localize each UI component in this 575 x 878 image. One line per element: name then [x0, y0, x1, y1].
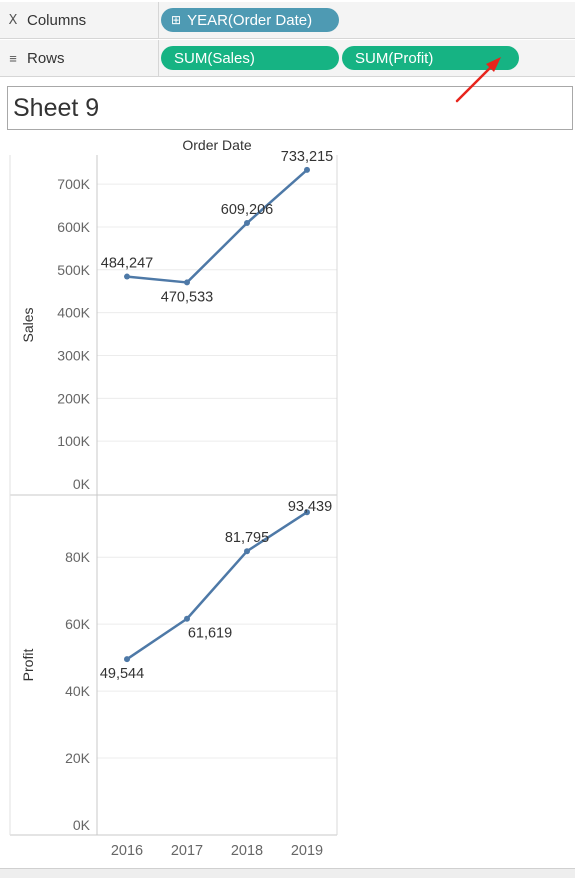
sum-sales-pill[interactable]: SUM(Sales): [161, 46, 339, 70]
rows-shelf-label: ≡ Rows: [0, 40, 159, 76]
data-label: 609,206: [221, 202, 273, 218]
data-point: [244, 548, 250, 555]
annotation-arrow-shaft: [455, 65, 493, 103]
data-point: [304, 166, 310, 173]
y-tick-label: 0K: [73, 817, 91, 833]
column-header: Order Date: [182, 137, 251, 153]
data-label: 81,795: [225, 530, 269, 546]
data-point: [304, 509, 310, 516]
sum-profit-pill[interactable]: SUM(Profit): [342, 46, 519, 70]
y-tick-label: 400K: [57, 305, 90, 321]
columns-icon: Ⅹ: [8, 12, 18, 27]
rows-label: Rows: [27, 49, 65, 67]
year-order-date-pill-label: YEAR(Order Date): [187, 11, 313, 29]
x-tick-label: 2019: [291, 843, 323, 859]
bottom-scroll-strip[interactable]: [0, 868, 575, 878]
y-tick-label: 60K: [65, 616, 91, 632]
x-tick-label: 2017: [171, 843, 203, 859]
sheet-title-box[interactable]: Sheet 9: [7, 86, 573, 130]
x-tick-label: 2018: [231, 843, 263, 859]
columns-label: Columns: [27, 11, 87, 29]
y-tick-label: 700K: [57, 176, 90, 192]
y-tick-label: 0K: [73, 476, 91, 492]
series-line: [126, 168, 308, 284]
sum-sales-pill-label: SUM(Sales): [174, 49, 255, 67]
y-axis-title: Sales: [20, 307, 36, 342]
rows-shelf: ≡ Rows SUM(Sales) SUM(Profit): [0, 40, 575, 77]
y-tick-label: 200K: [57, 390, 90, 406]
sheet-title: Sheet 9: [13, 94, 100, 122]
data-point: [244, 220, 250, 227]
columns-shelf: Ⅹ Columns ⊞ YEAR(Order Date): [0, 2, 575, 39]
y-axis-title: Profit: [20, 649, 36, 682]
data-label: 61,619: [188, 626, 232, 642]
data-label: 93,439: [288, 499, 332, 515]
data-label: 49,544: [100, 666, 144, 682]
y-tick-label: 300K: [57, 347, 90, 363]
columns-shelf-label: Ⅹ Columns: [0, 2, 159, 38]
data-point: [184, 615, 190, 622]
annotation-arrow-head: [486, 57, 501, 72]
series-line: [126, 511, 308, 661]
y-tick-label: 20K: [65, 750, 91, 766]
rows-icon: ≡: [9, 50, 17, 66]
data-label: 470,533: [161, 289, 213, 305]
y-tick-label: 600K: [57, 219, 90, 235]
expand-plus-icon[interactable]: ⊞: [171, 13, 182, 27]
data-label: 733,215: [281, 149, 333, 165]
year-order-date-pill[interactable]: ⊞ YEAR(Order Date): [161, 8, 339, 32]
sum-profit-pill-label: SUM(Profit): [355, 49, 434, 67]
y-tick-label: 40K: [65, 683, 91, 699]
x-tick-label: 2016: [111, 843, 143, 859]
y-tick-label: 80K: [65, 549, 91, 565]
data-label: 484,247: [101, 256, 153, 272]
y-tick-label: 100K: [57, 433, 90, 449]
data-point: [124, 273, 130, 280]
data-point: [124, 656, 130, 663]
y-tick-label: 500K: [57, 262, 90, 278]
data-point: [184, 279, 190, 286]
